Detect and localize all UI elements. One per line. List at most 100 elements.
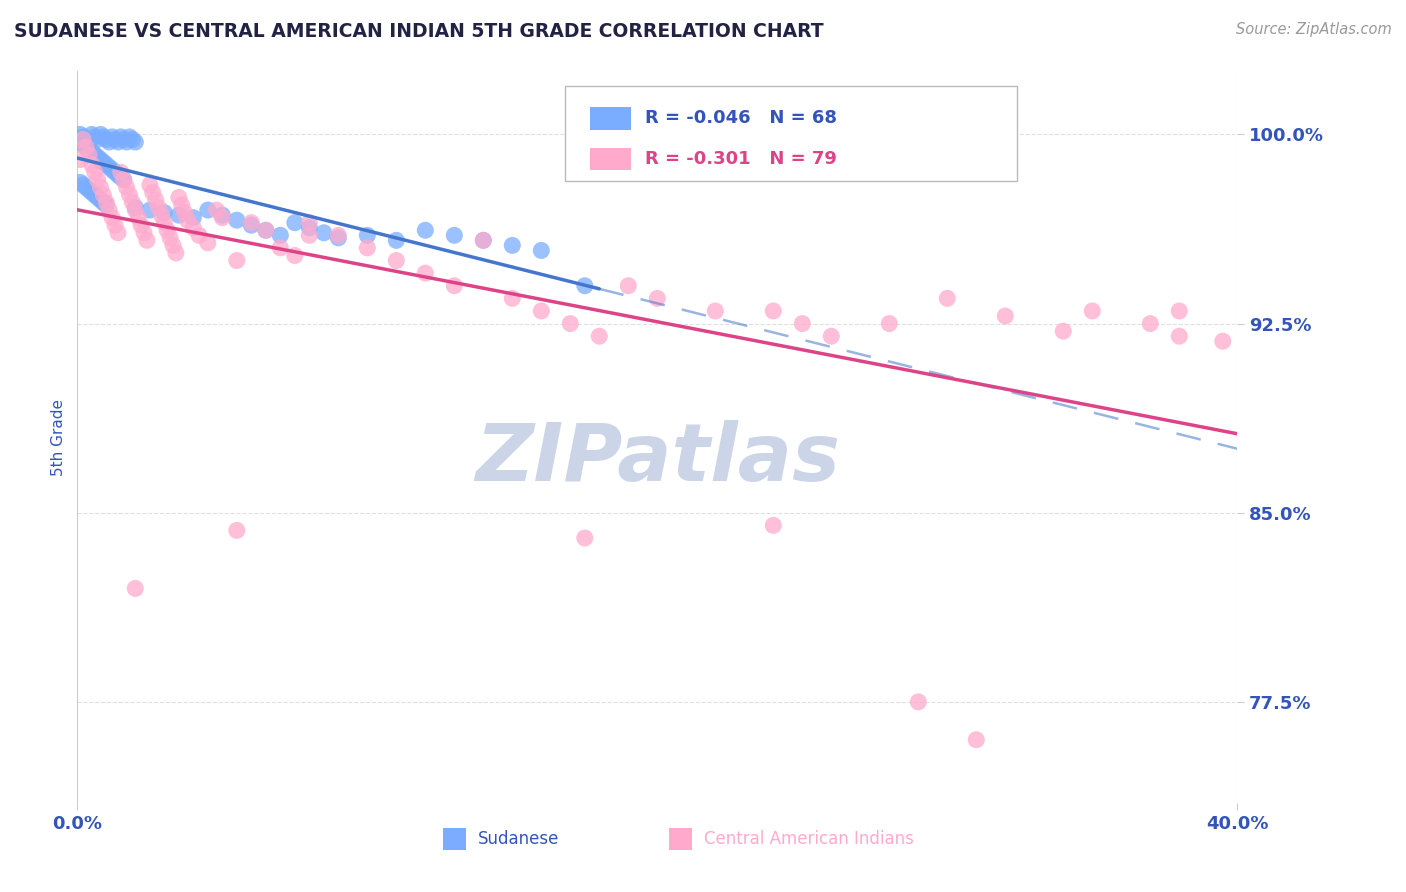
Point [907,695,929,709]
Point [75,140,97,154]
Point [965,732,987,747]
Point [298,216,321,230]
Point [1081,304,1104,318]
Point [101,162,124,177]
Point [96,195,118,210]
Point [472,233,495,247]
Point [93,188,115,202]
Point [139,178,162,192]
Point [173,205,195,219]
Point [269,241,291,255]
Bar [591,107,631,129]
Point [165,246,187,260]
Point [121,195,143,210]
Text: Central American Indians: Central American Indians [704,830,914,848]
Point [118,188,141,202]
Point [86,150,108,164]
Point [93,195,115,210]
Point [413,266,436,280]
Point [1052,324,1074,338]
Point [96,158,118,172]
Point [104,218,127,232]
Point [501,291,523,305]
Point [162,238,184,252]
Point [298,228,321,243]
Point [167,190,190,204]
Point [574,278,596,293]
Point [96,198,118,212]
Point [107,226,129,240]
Point [80,128,103,142]
Point [211,208,233,222]
Point [150,208,173,222]
Point [1168,329,1191,343]
Point [124,203,146,218]
Point [153,205,176,219]
Point [132,226,155,240]
Point [69,128,91,142]
Point [148,201,170,215]
Point [124,135,146,149]
Point [86,132,108,146]
Point [77,183,100,197]
Point [647,291,669,305]
Point [385,233,408,247]
Point [69,153,91,167]
Bar [591,147,631,169]
Point [72,132,94,146]
Point [72,130,94,145]
Point [86,173,108,187]
Point [90,193,111,207]
Point [72,178,94,192]
Point [284,216,307,230]
Point [98,160,121,174]
Point [443,228,465,243]
Point [75,140,97,154]
Point [530,244,553,258]
Point [153,216,176,230]
Point [145,193,167,207]
Point [762,518,785,533]
Point [1168,304,1191,318]
Point [83,130,105,145]
Point [139,203,162,218]
Point [80,158,103,172]
Point [385,253,408,268]
Point [86,190,108,204]
Point [127,211,149,225]
Point [413,223,436,237]
Point [104,165,127,179]
Point [588,329,610,343]
Point [170,198,193,212]
Point [472,233,495,247]
Bar [669,829,692,850]
Point [110,130,132,145]
Point [104,132,127,146]
Bar [443,829,465,850]
Point [197,203,219,218]
FancyBboxPatch shape [565,86,1017,181]
Point [124,582,146,596]
Point [211,211,233,225]
Text: R = -0.301   N = 79: R = -0.301 N = 79 [644,150,837,168]
Point [112,173,135,187]
Point [225,253,247,268]
Point [574,531,596,545]
Point [80,186,103,200]
Point [101,130,124,145]
Point [356,241,378,255]
Point [183,220,205,235]
Point [156,223,179,237]
Point [90,153,111,167]
Point [69,175,91,189]
Point [820,329,842,343]
Point [501,238,523,252]
Point [617,278,640,293]
Point [98,135,121,149]
Point [240,218,263,232]
Point [98,203,121,218]
Point [225,213,247,227]
Point [96,132,118,146]
Point [115,135,138,149]
Point [530,304,553,318]
